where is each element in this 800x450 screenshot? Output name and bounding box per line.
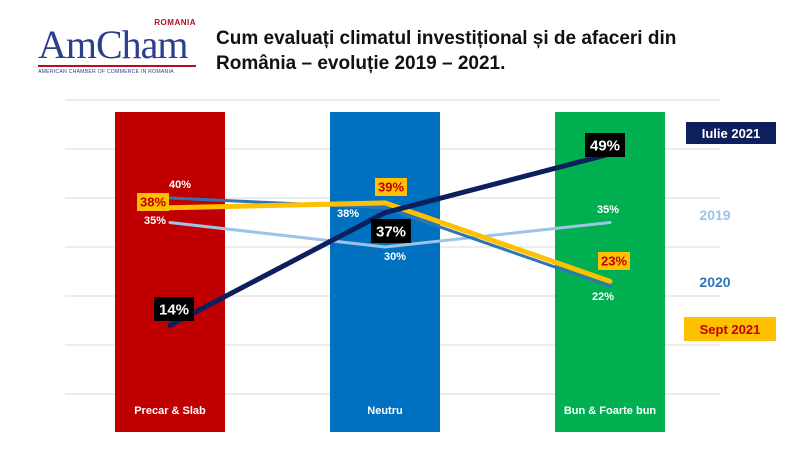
chart-title: Cum evaluați climatul investițional și d… bbox=[216, 28, 677, 74]
category-column bbox=[330, 112, 440, 432]
category-label: Neutru bbox=[367, 405, 402, 417]
logo-country: ROMANIA bbox=[154, 18, 196, 27]
category-column bbox=[115, 112, 225, 432]
legend-box-iulie-2021 bbox=[686, 122, 776, 144]
legend-box-sept-2021 bbox=[684, 317, 776, 341]
legend-label-sept-2021: Sept 2021 bbox=[700, 322, 761, 337]
data-label: 49% bbox=[590, 137, 620, 154]
series-line-2019 bbox=[168, 221, 612, 249]
category-label: Bun & Foarte bun bbox=[564, 405, 657, 417]
data-label-box bbox=[371, 219, 411, 243]
series-line-sept-2021 bbox=[167, 200, 613, 284]
logo-name: AmCham bbox=[38, 22, 189, 67]
logo-rule bbox=[38, 65, 196, 67]
data-label: 23% bbox=[601, 254, 627, 269]
data-label: 38% bbox=[337, 208, 359, 220]
data-label: 22% bbox=[592, 291, 614, 303]
data-label: 35% bbox=[597, 204, 619, 216]
data-label: 14% bbox=[159, 301, 189, 318]
data-label: 30% bbox=[384, 251, 406, 263]
data-label-box bbox=[598, 252, 630, 270]
data-label: 38% bbox=[140, 195, 166, 210]
data-label-box bbox=[375, 178, 407, 196]
series-line-iulie-2021 bbox=[167, 151, 613, 328]
data-label: 40% bbox=[169, 179, 191, 191]
logo-subtitle: AMERICAN CHAMBER OF COMMERCE IN ROMANIA bbox=[38, 69, 174, 75]
data-label-box bbox=[585, 133, 625, 157]
category-label: Precar & Slab bbox=[134, 405, 206, 417]
amcham-logo: ROMANIA AmCham AMERICAN CHAMBER OF COMME… bbox=[38, 18, 198, 78]
data-label: 39% bbox=[378, 180, 404, 195]
legend-label-2020: 2020 bbox=[699, 274, 730, 290]
data-label: 35% bbox=[144, 215, 166, 227]
data-label-box bbox=[137, 193, 169, 211]
legend-label-2019: 2019 bbox=[699, 207, 730, 223]
data-label-box bbox=[154, 297, 194, 321]
series-line-2020 bbox=[168, 196, 612, 288]
legend-label-iulie-2021: Iulie 2021 bbox=[702, 126, 761, 141]
data-label: 37% bbox=[376, 223, 406, 240]
